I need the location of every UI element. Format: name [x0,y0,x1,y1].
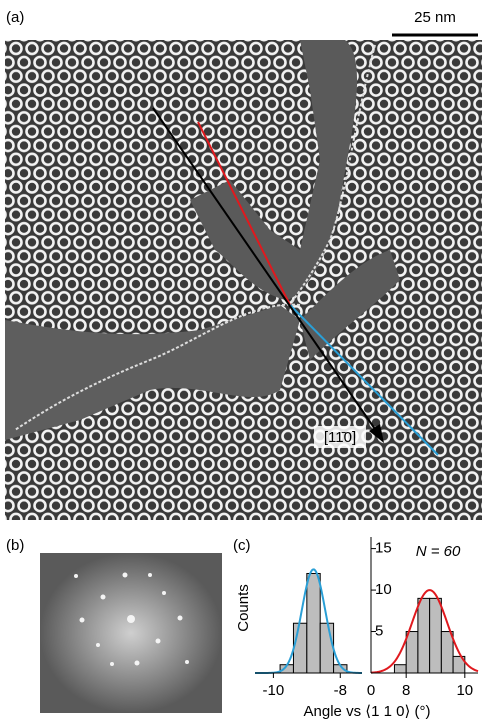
annotation: N = 60 [416,543,461,560]
y-tick-label: 5 [375,623,383,640]
y-tick-label: 10 [375,581,392,598]
y-tick-label: 15 [375,540,392,557]
bar [394,665,406,673]
y-axis-title: Counts [235,584,252,632]
fft-image [40,553,222,713]
bar [406,632,418,673]
x-tick-label: 8 [402,682,410,699]
bar [293,623,306,673]
figure: (a) 25 nm [11̄0] (b) (c) N = 60 Counts A… [0,0,482,721]
x-tick-label: -8 [334,682,347,699]
bar [320,623,333,673]
bar [430,598,442,673]
x-axis-title: Angle vs ⟨1 1 0⟩ (°) [304,703,431,720]
panel-label: (c) [233,537,251,554]
direction-label: [11̄0] [324,429,356,446]
panel-label: (b) [6,537,24,554]
panel-label: (a) [6,9,24,26]
x-tick-label: 10 [456,682,473,699]
x-tick-label: 0 [367,682,375,699]
scale-bar-label: 25 nm [414,9,456,26]
bar [418,598,430,673]
x-tick-label: -10 [263,682,285,699]
bar [441,632,453,673]
bar [307,573,320,673]
stm-image [5,40,482,520]
